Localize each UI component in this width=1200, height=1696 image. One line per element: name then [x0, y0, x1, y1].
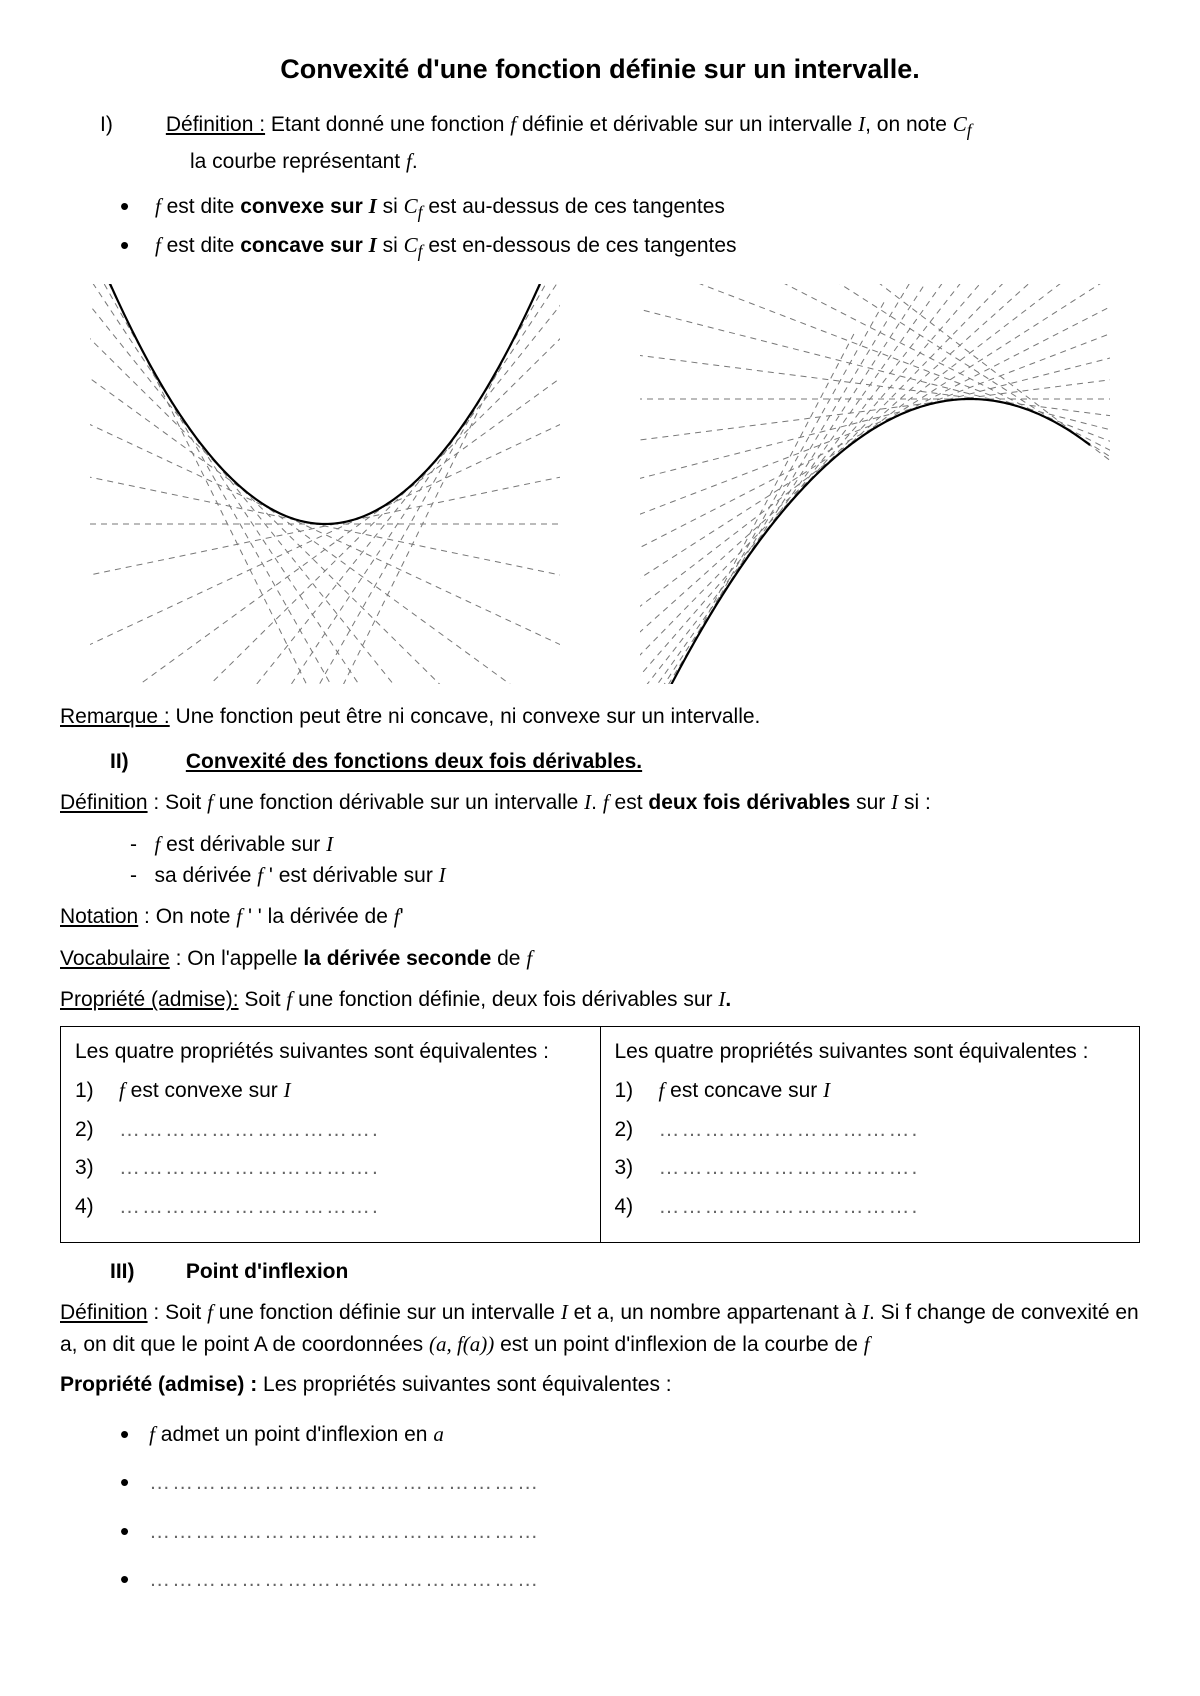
table-right-list: 1)f est concave sur I 2)……………………………. 3)………… — [615, 1075, 1126, 1222]
list-item: …………………………………………… — [120, 1517, 1140, 1547]
table-row: 2)……………………………. — [615, 1115, 1126, 1145]
table-left-list: 1)f est convexe sur I 2)……………………………. 3)………… — [75, 1075, 586, 1222]
section-1-definition: I) Définition : Etant donné une fonction… — [100, 109, 1140, 144]
definition-continuation: la courbe représentant f. — [190, 146, 1140, 177]
list-item: f admet un point d'inflexion en a — [120, 1419, 1140, 1450]
table-row: 2)……………………………. — [75, 1115, 586, 1145]
inflexion-bullets: f admet un point d'inflexion en a …………………… — [120, 1419, 1140, 1596]
dash-item-1: f est dérivable sur I — [130, 829, 1140, 860]
table-cell-left: Les quatre propriétés suivantes sont équ… — [61, 1026, 601, 1242]
bullet-convexe: f est dite convexe sur I si Cf est au-de… — [120, 191, 1140, 226]
list-item: …………………………………………… — [120, 1565, 1140, 1595]
remark: Remarque : Une fonction peut être ni con… — [60, 702, 1140, 732]
table-row: 3)……………………………. — [615, 1153, 1126, 1183]
section-2-heading: II) Convexité des fonctions deux fois dé… — [110, 747, 1140, 777]
bullet-concave: f est dite concave sur I si Cf est en-de… — [120, 230, 1140, 265]
definition-text-3: , on note — [865, 113, 953, 136]
list-item: …………………………………………… — [120, 1468, 1140, 1498]
table-left-header: Les quatre propriétés suivantes sont équ… — [75, 1037, 586, 1067]
table-row: 4)……………………………. — [615, 1192, 1126, 1222]
section-3-heading: III) Point d'inflexion — [110, 1257, 1140, 1287]
remark-label: Remarque : — [60, 705, 170, 728]
dash-list: f est dérivable sur I sa dérivée f ' est… — [130, 829, 1140, 892]
dash-item-2: sa dérivée f ' est dérivable sur I — [130, 860, 1140, 891]
var-Cf: Cf — [953, 112, 972, 136]
figure-concave — [640, 284, 1110, 684]
table-right-header: Les quatre propriétés suivantes sont équ… — [615, 1037, 1126, 1067]
table-cell-right: Les quatre propriétés suivantes sont équ… — [600, 1026, 1140, 1242]
page: Convexité d'une fonction définie sur un … — [0, 0, 1200, 1696]
notation: Notation : On note f ' ' la dérivée de f… — [60, 901, 1140, 932]
properties-table: Les quatre propriétés suivantes sont équ… — [60, 1026, 1140, 1243]
section-1-roman: I) — [100, 110, 160, 140]
section-3-propriete: Propriété (admise) : Les propriétés suiv… — [60, 1370, 1140, 1400]
propriete-admise: Propriété (admise): Soit f une fonction … — [60, 984, 1140, 1015]
section-3-definition: Définition : Soit f une fonction définie… — [60, 1297, 1140, 1360]
vocabulaire: Vocabulaire : On l'appelle la dérivée se… — [60, 943, 1140, 974]
definition-label: Définition : — [166, 113, 265, 136]
table-row: 1)f est concave sur I — [615, 1075, 1126, 1106]
section-2-definition: Définition : Soit f une fonction dérivab… — [60, 787, 1140, 818]
remark-text: Une fonction peut être ni concave, ni co… — [170, 705, 761, 728]
figure-row — [60, 284, 1140, 684]
table-row: 1)f est convexe sur I — [75, 1075, 586, 1106]
page-title: Convexité d'une fonction définie sur un … — [60, 50, 1140, 89]
definition-text-2: définie et dérivable sur un intervalle — [516, 113, 858, 136]
definition-text-1: Etant donné une fonction — [271, 113, 510, 136]
table-row: 3)……………………………. — [75, 1153, 586, 1183]
table-row: 4)……………………………. — [75, 1192, 586, 1222]
figure-convex — [90, 284, 560, 684]
bullet-list-1: f est dite convexe sur I si Cf est au-de… — [120, 191, 1140, 264]
